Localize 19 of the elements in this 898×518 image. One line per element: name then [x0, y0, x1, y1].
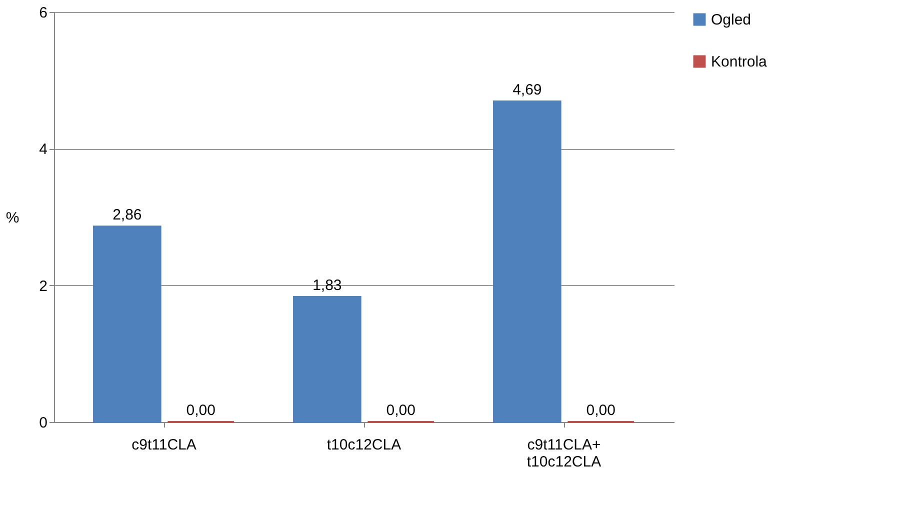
- data-label: 2,86: [112, 206, 142, 224]
- legend-label: Kontrola: [711, 54, 768, 70]
- legend-label: Ogled: [711, 12, 752, 28]
- bar: [93, 226, 162, 423]
- bar: [493, 100, 562, 423]
- bar: [293, 296, 362, 423]
- x-tick-label: c9t11CLA: [132, 436, 196, 454]
- y-tick-label: 6: [39, 4, 48, 22]
- y-axis-title: %: [6, 210, 20, 226]
- data-label: 4,69: [512, 82, 542, 99]
- y-tick-label: 2: [39, 278, 48, 295]
- data-label: 0,00: [386, 402, 416, 419]
- y-tick-label: 0: [39, 414, 48, 432]
- data-label: 1,83: [312, 276, 342, 294]
- x-tick-label: t10c12CLA: [326, 436, 402, 454]
- x-tick-label: c9t11CLA+ t10c12CLA: [526, 436, 602, 470]
- data-label: 0,00: [586, 402, 616, 419]
- data-label: 0,00: [186, 402, 216, 419]
- y-tick-label: 4: [39, 141, 48, 158]
